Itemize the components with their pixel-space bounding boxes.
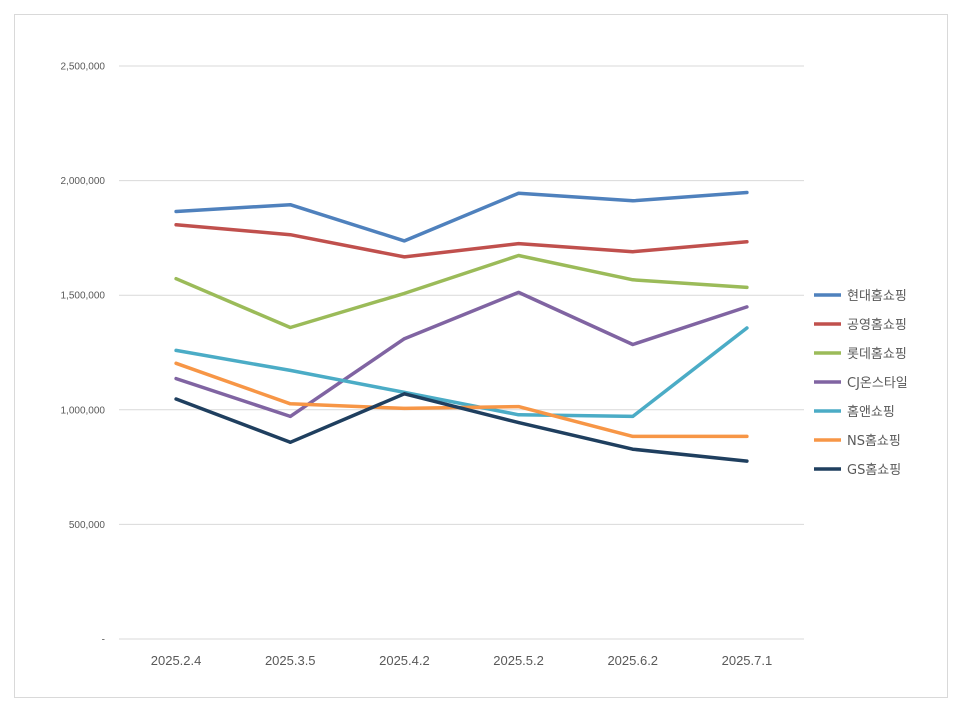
data-point [631,447,635,451]
legend-label: CJ온스타일 [847,376,908,391]
data-point [631,342,635,346]
series-line [174,361,749,439]
data-point [288,414,292,418]
data-point [288,233,292,237]
y-tick-label: 2,000,000 [61,176,106,187]
x-tick-label: 2025.4.2 [379,653,430,668]
legend-label: 홈앤쇼핑 [847,405,895,420]
data-point [517,421,521,425]
legend-label: 공영홈쇼핑 [847,318,907,333]
data-point [631,250,635,254]
data-point [517,242,521,246]
series-line [174,290,749,419]
legend-label: 롯데홈쇼핑 [847,347,907,362]
x-tick-label: 2025.7.1 [722,653,773,668]
data-point [174,277,178,281]
y-axis-tick-labels: - 500,000 1,000,000 1,500,000 2,000,000 2,500… [61,62,106,646]
data-point [174,210,178,214]
legend-label: GS홈쇼핑 [847,463,901,478]
x-tick-label: 2025.2.4 [151,653,202,668]
data-point [517,254,521,258]
line-chart: - 500,000 1,000,000 1,500,000 2,000,000 2,500… [61,62,908,669]
data-point [402,406,406,410]
legend-label: NS홈쇼핑 [847,434,901,449]
x-axis-category-labels: 2025.2.4 2025.3.5 2025.4.2 2025.5.2 2025.6.2… [151,653,772,668]
y-tick-label: 2,500,000 [61,62,106,73]
x-tick-label: 2025.6.2 [607,653,658,668]
y-tick-label: 500,000 [69,520,106,531]
gridlines [119,65,804,640]
data-point [288,440,292,444]
data-point [402,239,406,243]
data-point [745,285,749,289]
data-point [517,290,521,294]
data-point [517,413,521,417]
data-point [745,459,749,463]
y-tick-label: 1,500,000 [61,291,106,302]
data-point [402,392,406,396]
data-point [402,337,406,341]
series-line [174,190,749,243]
data-point [631,278,635,282]
data-point [288,368,292,372]
series-lines [174,190,749,463]
data-point [517,191,521,195]
data-point [174,348,178,352]
data-point [631,414,635,418]
data-point [288,203,292,207]
data-point [288,326,292,330]
data-point [745,326,749,330]
y-tick-label: 1,000,000 [61,405,106,416]
data-point [745,191,749,195]
data-point [745,240,749,244]
data-point [517,405,521,409]
data-point [402,291,406,295]
x-tick-label: 2025.5.2 [493,653,544,668]
series-line [174,253,749,330]
data-point [631,434,635,438]
data-point [745,305,749,309]
data-point [745,434,749,438]
y-tick-label: - [102,635,105,646]
x-tick-label: 2025.3.5 [265,653,316,668]
series-line [174,392,749,463]
data-point [631,199,635,203]
data-point [174,377,178,381]
data-point [174,397,178,401]
data-point [174,223,178,227]
series-line [174,326,749,419]
series-line [174,223,749,259]
legend-label: 현대홈쇼핑 [847,289,907,304]
chart-frame: - 500,000 1,000,000 1,500,000 2,000,000 2,500… [14,14,948,698]
data-point [288,402,292,406]
data-point [174,361,178,365]
data-point [402,255,406,259]
